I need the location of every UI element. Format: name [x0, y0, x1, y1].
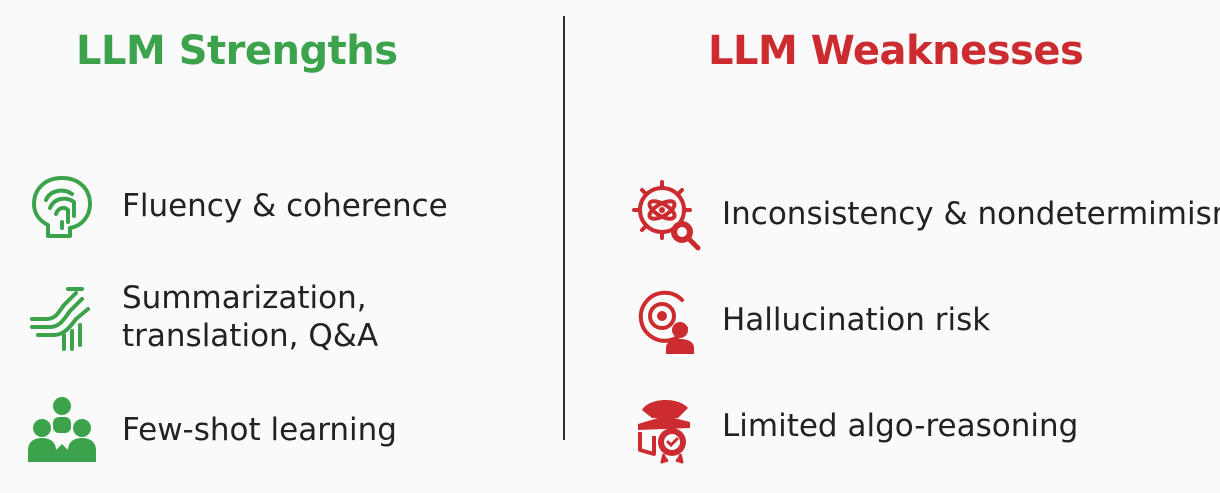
strength-item-summarization: Summarization, translation, Q&A	[24, 279, 378, 355]
gear-atom-magnifier-icon	[628, 176, 704, 252]
weakness-label-line: Inconsistency & nondetermimism	[722, 196, 1220, 232]
strength-label: Few-shot learning	[122, 411, 397, 449]
weakness-item-hallucination: Hallucination risk	[628, 282, 990, 358]
strength-label: Fluency & coherence	[122, 187, 448, 225]
people-group-icon	[24, 392, 100, 468]
graduation-badge-icon	[628, 388, 704, 464]
weakness-item-inconsistency: Inconsistency & nondetermimism	[628, 176, 1220, 252]
strength-label-line: Fluency & coherence	[122, 188, 448, 224]
brain-head-icon	[24, 168, 100, 244]
weakness-label-line: Limited algo-reasoning	[722, 408, 1079, 444]
strength-item-fluency: Fluency & coherence	[24, 168, 448, 244]
strength-label: Summarization, translation, Q&A	[122, 279, 378, 355]
weakness-label: Hallucination risk	[722, 301, 990, 339]
target-person-icon	[628, 282, 704, 358]
strength-label-line: Summarization,	[122, 280, 367, 316]
strength-label-line: translation, Q&A	[122, 318, 379, 354]
weakness-label: Limited algo-reasoning	[722, 407, 1078, 445]
strength-item-few-shot: Few-shot learning	[24, 392, 397, 468]
column-divider	[563, 16, 565, 440]
weakness-item-algo-reasoning: Limited algo-reasoning	[628, 388, 1078, 464]
strengths-heading: LLM Strengths	[76, 28, 398, 74]
weakness-label: Inconsistency & nondetermimism	[722, 195, 1220, 233]
weakness-label-line: Hallucination risk	[722, 302, 991, 338]
strength-label-line: Few-shot learning	[122, 412, 397, 448]
weaknesses-heading: LLM Weaknesses	[708, 28, 1084, 74]
branching-arrows-icon	[24, 279, 100, 355]
